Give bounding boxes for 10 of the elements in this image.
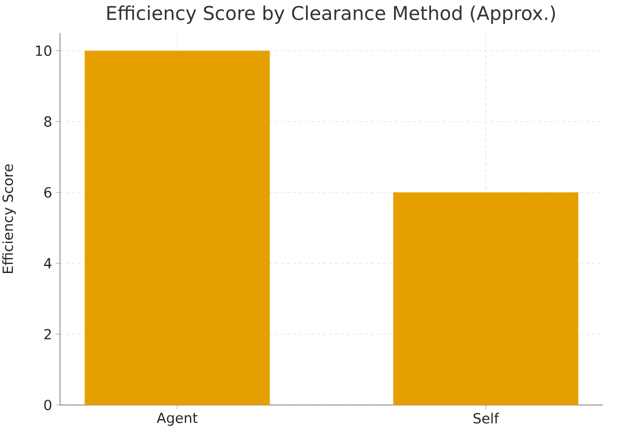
y-axis-title: Efficiency Score — [2, 164, 16, 273]
y-tick-label: 6 — [44, 187, 52, 198]
y-tick-label: 4 — [44, 258, 52, 268]
y-tick-label: 2 — [44, 328, 51, 340]
chart-title: Efficiency Score by Clearance Method (Approx.) — [107, 6, 555, 24]
x-tick-label: Self — [474, 412, 500, 424]
x-tick-label: Agent — [156, 412, 198, 426]
y-tick-label: 10 — [36, 45, 52, 56]
y-tick-label: 8 — [44, 116, 52, 127]
y-tick-label: 0 — [44, 400, 52, 410]
